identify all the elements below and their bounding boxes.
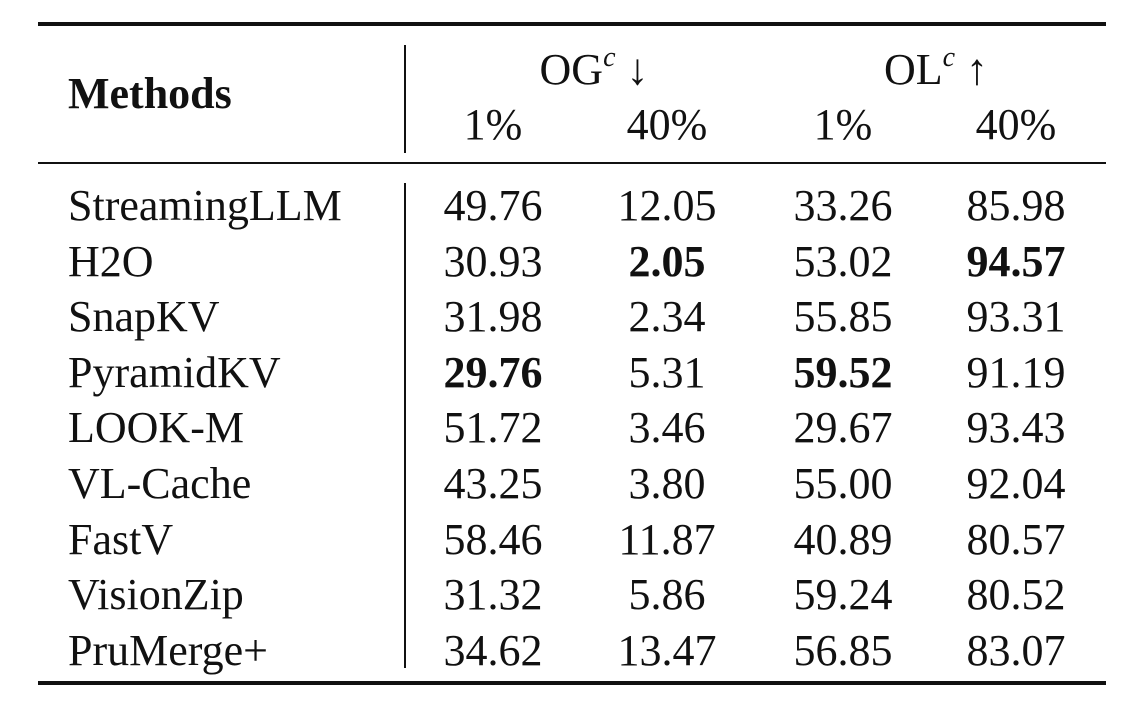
value-cell: 55.85: [793, 292, 893, 342]
ol-1pct-header: 1%: [813, 100, 873, 149]
value-cell: 11.87: [618, 514, 716, 564]
value-cell: 5.31: [628, 347, 706, 397]
value-cell: 31.32: [443, 570, 543, 620]
method-name-cell: StreamingLLM: [68, 181, 342, 230]
method-name-cell: PyramidKV: [68, 347, 281, 397]
method-name-cell: FastV: [68, 514, 174, 564]
value-cell: 2.05: [628, 236, 706, 286]
value-cell: 3.80: [628, 459, 706, 508]
value-cell: 3.46: [628, 403, 706, 453]
value-cell: 91.19: [966, 347, 1066, 397]
method-name-cell: H2O: [68, 236, 154, 286]
og-1pct-header: 1%: [463, 100, 523, 149]
value-cell: 80.57: [966, 514, 1066, 564]
value-cell: 59.52: [793, 347, 893, 397]
value-cell: 29.67: [793, 403, 893, 453]
bottom-rule: [38, 681, 1106, 685]
method-name-cell: VL-Cache: [68, 459, 252, 508]
value-cell: 56.85: [793, 625, 893, 675]
value-cell: 33.26: [793, 181, 893, 230]
value-cell: 55.00: [793, 459, 893, 508]
value-cell: 51.72: [443, 403, 543, 453]
method-name-cell: PruMerge+: [68, 625, 268, 675]
up-arrow-icon: ↑: [966, 45, 989, 94]
value-cell: 53.02: [793, 236, 893, 286]
value-cell: 5.86: [628, 570, 706, 620]
value-cell: 2.34: [628, 292, 706, 342]
value-cell: 40.89: [793, 514, 893, 564]
methods-column-header: Methods: [68, 69, 232, 118]
method-name-cell: SnapKV: [68, 292, 220, 342]
value-cell: 93.31: [966, 292, 1066, 342]
value-cell: 30.93: [443, 236, 543, 286]
value-cell: 12.05: [617, 181, 717, 230]
og-40pct-header: 40%: [626, 100, 708, 149]
ol-40pct-header: 40%: [975, 100, 1057, 149]
value-cell: 49.76: [443, 181, 543, 230]
value-cell: 34.62: [443, 625, 543, 675]
down-arrow-icon: ↓: [626, 45, 649, 94]
top-rule: [38, 22, 1106, 26]
value-cell: 13.47: [617, 625, 717, 675]
value-cell: 80.52: [966, 570, 1066, 620]
header-rule: [38, 162, 1106, 164]
body-column-divider: [404, 183, 406, 668]
value-cell: 58.46: [443, 514, 543, 564]
value-cell: 29.76: [443, 347, 543, 397]
method-name-cell: LOOK-M: [68, 403, 244, 453]
value-cell: 43.25: [443, 459, 543, 508]
method-name-cell: VisionZip: [68, 570, 244, 620]
value-cell: 85.98: [966, 181, 1066, 230]
value-cell: 59.24: [793, 570, 893, 620]
value-cell: 31.98: [443, 292, 543, 342]
value-cell: 92.04: [966, 459, 1066, 508]
value-cell: 83.07: [966, 625, 1066, 675]
ol-group-header: OLc ↑: [883, 42, 989, 95]
header-column-divider: [404, 45, 406, 153]
og-group-header: OGc ↓: [539, 42, 649, 95]
value-cell: 93.43: [966, 403, 1066, 453]
value-cell: 94.57: [966, 236, 1066, 286]
